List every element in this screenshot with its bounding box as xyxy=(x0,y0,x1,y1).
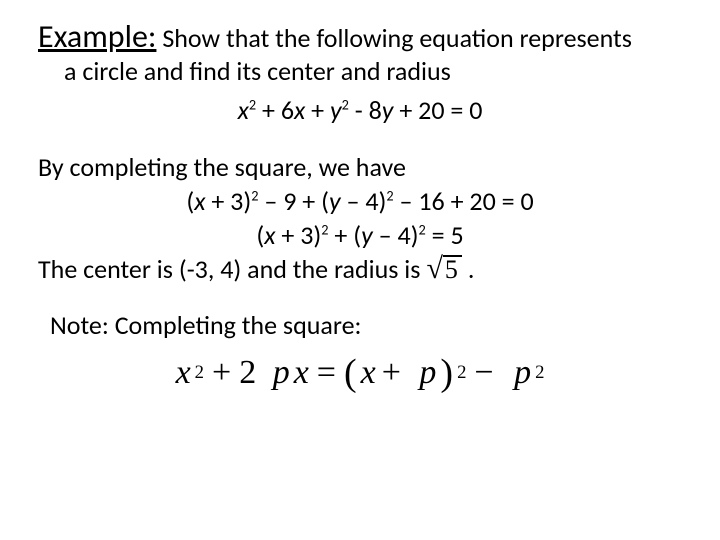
result-line: The center is (-3, 4) and the radius is … xyxy=(38,253,682,285)
step-2: (x + 3)2 + (y – 4)2 = 5 xyxy=(38,219,682,253)
heading-rest-1: Show that the following equation represe… xyxy=(156,22,631,54)
note-label: Note: Completing the square: xyxy=(38,309,682,341)
example-label: Example: xyxy=(38,17,156,56)
result-prefix: The center is (-3, 4) and the radius is xyxy=(38,253,420,285)
sqrt-icon: √5 xyxy=(426,254,461,284)
result-suffix: . xyxy=(468,253,475,285)
step-1: (x + 3)2 – 9 + (y – 4)2 – 16 + 20 = 0 xyxy=(38,185,682,219)
main-equation: x2 + 6x + y2 - 8y + 20 = 0 xyxy=(38,94,682,128)
radicand: 5 xyxy=(443,255,462,283)
by-completing-text: By completing the square, we have xyxy=(38,151,682,185)
heading-line-1: Example: Show that the following equatio… xyxy=(38,18,682,56)
formula-block: x2 + 2 px = (x+ p)2 − p2 xyxy=(38,351,682,395)
heading-line-2: a circle and find its center and radius xyxy=(38,56,682,87)
